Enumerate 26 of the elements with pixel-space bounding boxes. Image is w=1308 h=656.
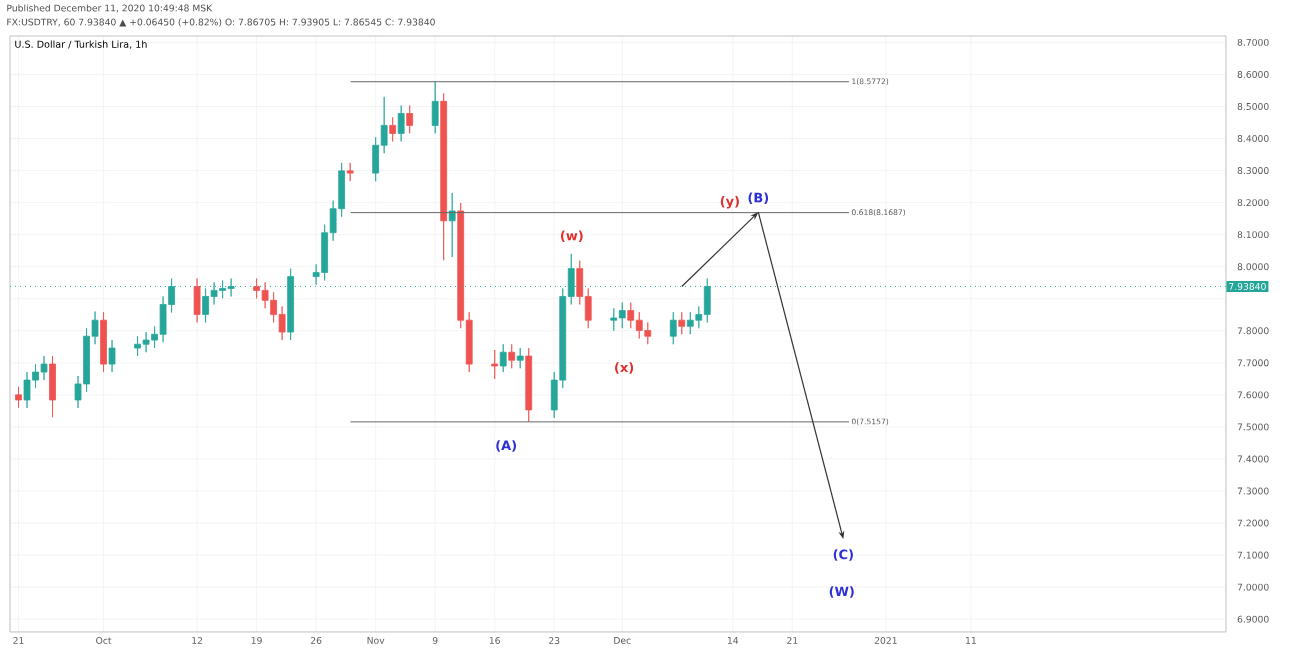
candlestick <box>686 311 694 335</box>
candlestick <box>525 347 533 423</box>
candlestick <box>491 349 499 380</box>
candlestick <box>440 92 448 261</box>
candlestick <box>635 311 643 339</box>
candlestick <box>142 331 150 353</box>
candlestick <box>610 307 618 332</box>
candlestick <box>508 343 516 369</box>
candlestick <box>499 343 507 373</box>
candlestick <box>669 311 677 345</box>
candlestick <box>193 278 201 323</box>
candlestick <box>108 339 116 373</box>
candlestick <box>15 386 22 409</box>
candlestick <box>23 371 31 409</box>
candlestick <box>406 105 414 134</box>
candlestick <box>678 311 686 335</box>
candlestick <box>431 81 439 134</box>
candlestick <box>397 105 405 142</box>
candlestick <box>618 302 626 329</box>
candlestick <box>389 116 397 142</box>
candlestick <box>49 355 56 418</box>
candlestick <box>40 355 48 381</box>
candlestick <box>516 347 524 369</box>
candlestick <box>346 162 354 182</box>
candlestick <box>100 311 107 373</box>
candlestick <box>448 192 456 258</box>
